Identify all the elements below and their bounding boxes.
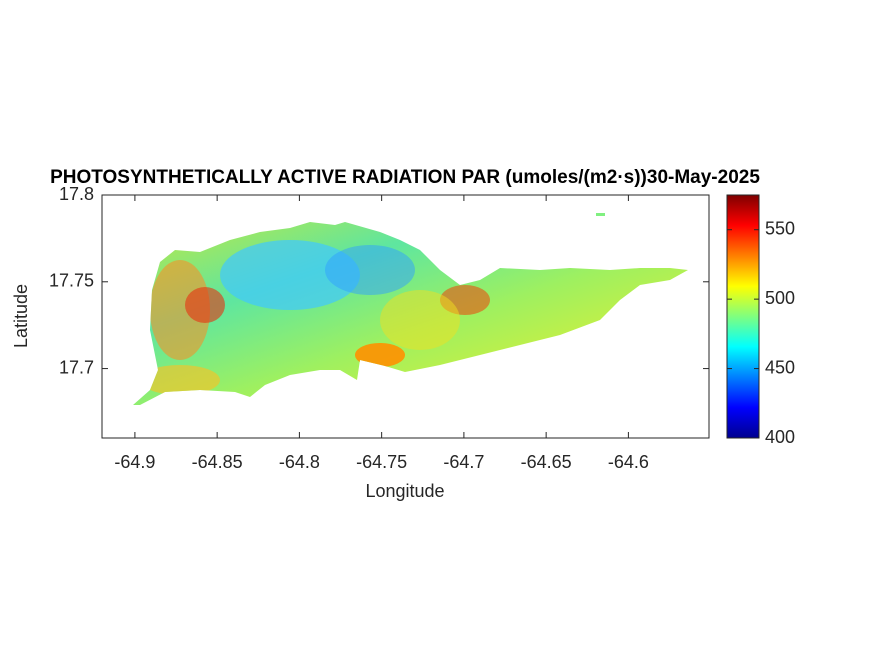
colorbar-tick-label: 450	[765, 357, 795, 377]
colorbar	[726, 194, 760, 439]
axes-box	[101, 194, 710, 439]
colorbar-tick-label: 500	[765, 288, 795, 308]
x-tick-label: -64.85	[192, 452, 243, 472]
y-axis-label: Latitude	[11, 284, 31, 348]
islet	[596, 213, 605, 216]
y-tick-label: 17.75	[49, 271, 94, 291]
x-axis-label: Longitude	[365, 481, 444, 501]
x-tick-label: -64.8	[279, 452, 320, 472]
x-tick-label: -64.6	[608, 452, 649, 472]
colorbar-tick-label: 550	[765, 218, 795, 238]
x-tick-label: -64.9	[114, 452, 155, 472]
x-tick-label: -64.7	[443, 452, 484, 472]
colorbar-tick-label: 400	[765, 427, 795, 447]
chart-title: PHOTOSYNTHETICALLY ACTIVE RADIATION PAR …	[50, 167, 760, 188]
island-raster	[133, 222, 688, 405]
y-tick-label: 17.8	[59, 184, 94, 204]
x-tick-label: -64.75	[356, 452, 407, 472]
x-tick-label: -64.65	[521, 452, 572, 472]
y-tick-label: 17.7	[59, 357, 94, 377]
